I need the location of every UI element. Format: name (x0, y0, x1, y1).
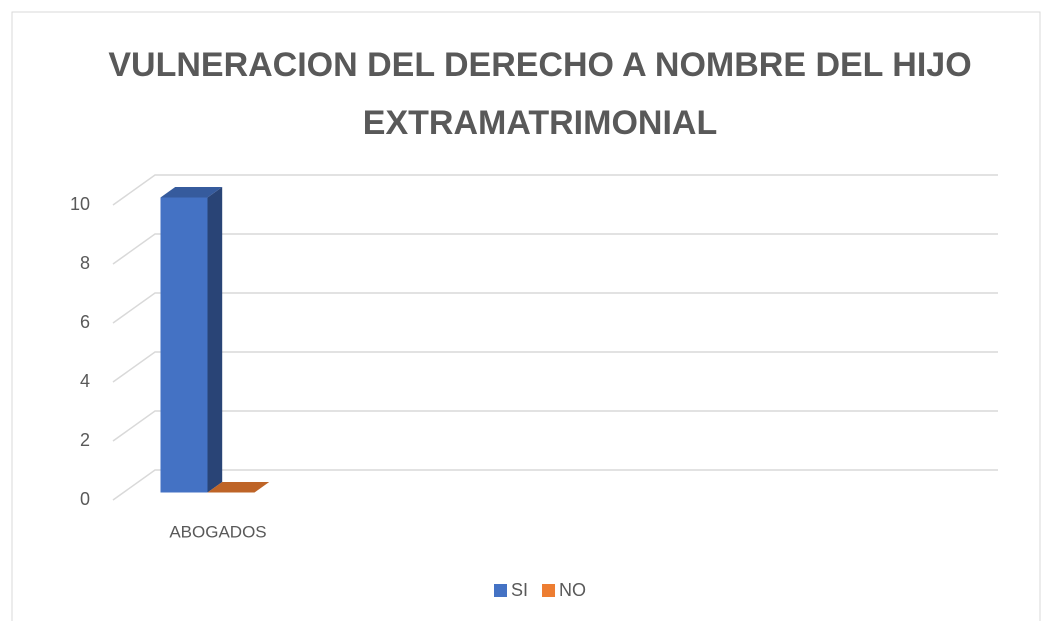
bar-side (207, 187, 223, 493)
bar-top (207, 482, 270, 493)
grid-line (112, 233, 998, 265)
y-tick-label: 6 (80, 312, 90, 332)
chart-border (11, 11, 1041, 621)
y-tick-label: 0 (80, 489, 90, 509)
chart-title: VULNERACION DEL DERECHO A NOMBRE DEL HIJ… (108, 46, 972, 142)
x-tick-label: ABOGADOS (169, 522, 266, 541)
grid-line (112, 292, 998, 324)
grid-line (112, 351, 998, 383)
grid-line (112, 410, 998, 442)
legend-label: NO (559, 580, 586, 600)
grid-line (112, 174, 998, 206)
bar-top (160, 187, 223, 198)
y-tick-label: 2 (80, 430, 90, 450)
y-tick-label: 4 (80, 371, 90, 391)
bar (160, 197, 208, 493)
legend-swatch (494, 584, 507, 597)
y-tick-label: 8 (80, 253, 90, 273)
legend-label: SI (511, 580, 528, 600)
y-tick-label: 10 (70, 194, 90, 214)
grid-line (112, 469, 998, 501)
legend-swatch (542, 584, 556, 597)
